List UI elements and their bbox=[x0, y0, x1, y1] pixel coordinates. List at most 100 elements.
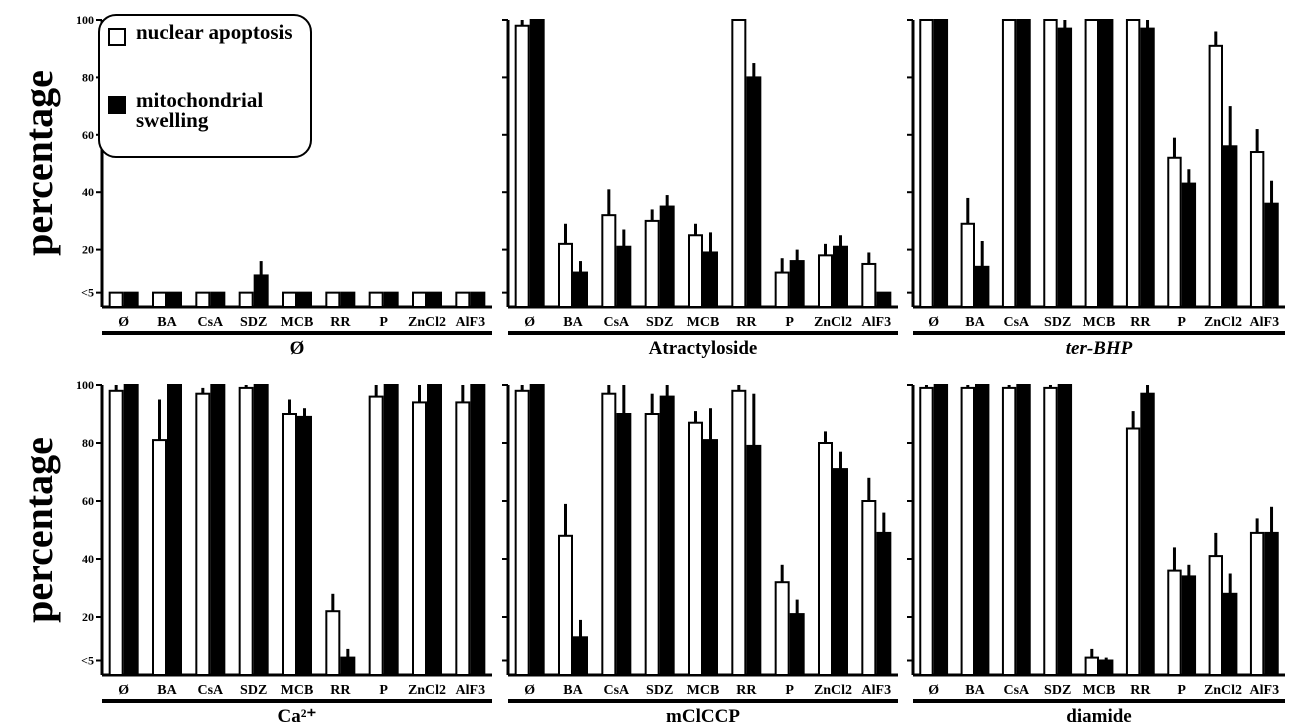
bar-nuclear bbox=[1001, 386, 1017, 676]
bar-nuclear bbox=[325, 291, 341, 308]
bar-mito bbox=[470, 291, 486, 308]
bar-mito bbox=[383, 384, 399, 676]
bar-nuclear bbox=[1249, 151, 1265, 308]
x-tick-label: BA bbox=[965, 683, 985, 698]
x-tick-label: Ø bbox=[928, 683, 939, 698]
legend-label-nuclear: nuclear apoptosis bbox=[136, 20, 293, 44]
x-tick-label: AlF3 bbox=[1250, 315, 1280, 330]
x-tick-label: AlF3 bbox=[456, 683, 486, 698]
bar-nuclear bbox=[108, 389, 124, 676]
x-tick-label: CsA bbox=[1003, 683, 1030, 698]
x-tick-label: AlF3 bbox=[456, 315, 486, 330]
x-tick-label: AlF3 bbox=[862, 315, 892, 330]
bar-nuclear bbox=[282, 291, 297, 308]
bar-mito bbox=[427, 384, 442, 676]
bar-nuclear bbox=[644, 413, 660, 676]
bar-nuclear bbox=[152, 439, 167, 676]
bar-nuclear bbox=[818, 254, 833, 308]
bar-mito bbox=[297, 415, 312, 676]
bar-mito bbox=[529, 19, 545, 308]
bar-mito bbox=[1181, 575, 1197, 677]
x-tick-label: BA bbox=[157, 683, 177, 698]
bar-mito bbox=[746, 444, 762, 676]
bar-mito bbox=[703, 251, 718, 308]
bar-mito bbox=[427, 291, 442, 308]
x-tick-label: MCB bbox=[281, 683, 314, 698]
bar-nuclear bbox=[325, 610, 341, 677]
bar-mito bbox=[975, 384, 990, 676]
bar-mito bbox=[876, 291, 892, 308]
x-tick-label: Ø bbox=[524, 683, 535, 698]
bar-mito bbox=[616, 245, 632, 308]
x-tick-label: CsA bbox=[603, 683, 630, 698]
bar-nuclear bbox=[1043, 19, 1058, 308]
bar-nuclear bbox=[960, 386, 975, 676]
bar-nuclear bbox=[1249, 531, 1265, 677]
bar-mito bbox=[1264, 531, 1279, 677]
bar-nuclear bbox=[514, 389, 530, 676]
bar-nuclear bbox=[152, 291, 167, 308]
x-tick-label: CsA bbox=[197, 683, 224, 698]
x-tick-label: BA bbox=[563, 683, 583, 698]
bar-mito bbox=[659, 395, 675, 676]
x-tick-label: P bbox=[1177, 683, 1186, 698]
bar-nuclear bbox=[1043, 386, 1058, 676]
bar-mito bbox=[1264, 202, 1279, 308]
x-tick-label: BA bbox=[965, 315, 985, 330]
bar-nuclear bbox=[601, 214, 617, 308]
bar-nuclear bbox=[688, 234, 703, 308]
bar-nuclear bbox=[412, 291, 427, 308]
legend-item-mito: mitochondrial swelling bbox=[108, 88, 296, 132]
x-tick-label: SDZ bbox=[1044, 315, 1071, 330]
bar-mito bbox=[876, 531, 892, 677]
bar-mito bbox=[1057, 27, 1073, 309]
bar-nuclear bbox=[238, 386, 254, 676]
bar-nuclear bbox=[688, 421, 703, 677]
x-tick-label: ZnCl2 bbox=[814, 315, 852, 330]
y-axis-label-bottom: percentage bbox=[16, 437, 61, 623]
x-tick-label: ZnCl2 bbox=[1204, 315, 1242, 330]
bar-mito bbox=[789, 613, 805, 676]
bar-nuclear bbox=[455, 401, 471, 676]
y-tick-label: 100 bbox=[76, 378, 94, 392]
bar-nuclear bbox=[514, 24, 530, 309]
x-tick-label: SDZ bbox=[240, 683, 267, 698]
legend-swatch-black bbox=[108, 96, 126, 114]
bar-nuclear bbox=[1167, 569, 1182, 676]
x-tick-label: ZnCl2 bbox=[1204, 683, 1242, 698]
x-tick-label: RR bbox=[736, 315, 757, 330]
bar-nuclear bbox=[1084, 19, 1099, 308]
bar-nuclear bbox=[1208, 555, 1223, 676]
bar-nuclear bbox=[368, 395, 384, 676]
bar-nuclear bbox=[368, 291, 384, 308]
bar-mito bbox=[1099, 659, 1114, 676]
bar-mito bbox=[659, 205, 675, 308]
panel-title: diamide bbox=[1066, 706, 1131, 727]
x-tick-label: P bbox=[1177, 315, 1186, 330]
x-tick-label: CsA bbox=[603, 315, 630, 330]
bar-nuclear bbox=[960, 222, 975, 309]
panel-6 bbox=[907, 384, 1285, 703]
bar-nuclear bbox=[774, 271, 790, 308]
x-tick-label: MCB bbox=[687, 315, 720, 330]
x-tick-label: P bbox=[785, 315, 794, 330]
bar-mito bbox=[833, 468, 848, 676]
bar-nuclear bbox=[1167, 156, 1182, 308]
bar-nuclear bbox=[731, 19, 747, 308]
x-tick-label: Ø bbox=[118, 683, 129, 698]
bar-mito bbox=[167, 291, 182, 308]
panel-title: ter-BHP bbox=[1066, 338, 1133, 359]
y-tick-label: 20 bbox=[82, 243, 94, 257]
y-tick-label: 60 bbox=[82, 494, 94, 508]
x-tick-label: SDZ bbox=[1044, 683, 1071, 698]
x-tick-label: P bbox=[785, 683, 794, 698]
bar-mito bbox=[1099, 19, 1114, 308]
bar-nuclear bbox=[558, 534, 573, 676]
x-tick-label: RR bbox=[330, 315, 351, 330]
x-tick-label: RR bbox=[1130, 683, 1151, 698]
bar-nuclear bbox=[455, 291, 471, 308]
legend-label-mito: mitochondrial swelling bbox=[136, 88, 264, 132]
bar-nuclear bbox=[195, 392, 211, 676]
bar-nuclear bbox=[1084, 656, 1099, 676]
